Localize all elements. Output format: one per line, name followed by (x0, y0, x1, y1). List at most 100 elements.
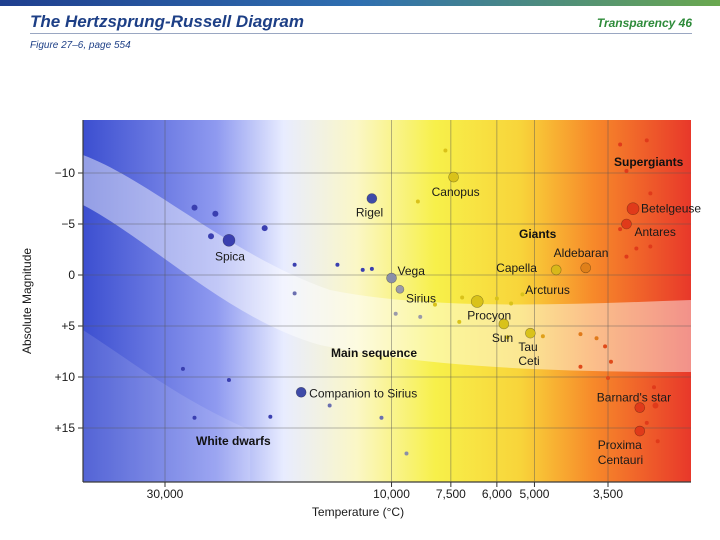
stars-layer (180, 138, 660, 456)
y-tick-label: −10 (55, 166, 76, 180)
star-point (360, 267, 365, 272)
named-star-point (498, 318, 510, 330)
spectrum-background (83, 120, 691, 482)
star-label: Rigel (356, 206, 383, 220)
header-divider (30, 33, 692, 34)
star-point (644, 138, 649, 143)
header-accent-bar (0, 0, 720, 6)
star-point (578, 364, 583, 369)
star-label: Tau (518, 340, 537, 354)
star-label: Companion to Sirius (309, 386, 417, 400)
star-point (540, 334, 545, 339)
star-point (418, 314, 423, 319)
star-label: Sun (492, 331, 513, 345)
star-label: Proxima (598, 438, 642, 452)
star-label: Sirius (406, 291, 436, 305)
named-star-point (550, 264, 562, 276)
star-point (606, 376, 610, 381)
star-label: Capella (496, 261, 537, 275)
star-point (335, 262, 340, 267)
named-star-point (634, 402, 646, 413)
named-star-point (626, 202, 640, 215)
star-label: Centauri (598, 453, 643, 467)
y-tick-label: −5 (61, 217, 75, 231)
star-point (212, 210, 219, 217)
region-label: Supergiants (614, 155, 684, 169)
star-point (443, 148, 448, 153)
named-star-point (386, 272, 397, 284)
star-point (603, 344, 608, 349)
star-point (292, 291, 297, 296)
x-tick-label: 10,000 (373, 487, 410, 501)
white-dwarf-band (83, 330, 250, 482)
y-axis-label: Absolute Magnitude (20, 248, 34, 354)
star-point (644, 420, 649, 425)
star-label: Canopus (432, 185, 480, 199)
star-label: Betelgeuse (641, 202, 701, 216)
y-axis-ticks: −10 −5 0 +5 +10 +15 (55, 166, 83, 435)
star-point (192, 415, 197, 420)
main-sequence-band (83, 155, 691, 372)
star-point (509, 301, 514, 306)
named-star-point (448, 171, 459, 183)
star-label: Arcturus (525, 283, 570, 297)
region-labels-layer: Supergiants Giants Main sequence White dwar… (196, 155, 684, 448)
x-tick-label: 3,500 (593, 487, 623, 501)
region-label: Giants (519, 227, 557, 241)
figure-reference: Figure 27–6, page 554 (30, 40, 131, 51)
named-star-point (295, 386, 307, 398)
star-label: Ceti (518, 354, 539, 368)
named-star-point (580, 262, 591, 274)
x-tick-label: 7,500 (436, 487, 466, 501)
named-star-point (621, 218, 632, 230)
star-label: Barnard's star (597, 391, 671, 405)
page-title: The Hertzsprung-Russell Diagram (30, 12, 304, 31)
star-point (226, 378, 231, 383)
star-point (618, 142, 623, 147)
star-point (608, 359, 613, 364)
star-label: Spica (215, 249, 245, 263)
named-star-point (222, 234, 236, 247)
transparency-number: Transparency 46 (596, 16, 692, 30)
star-point (578, 332, 583, 337)
named-star-point (395, 284, 405, 294)
star-point (594, 336, 599, 341)
star-point (208, 233, 215, 240)
star-point (268, 414, 273, 419)
x-axis-label: Temperature (°C) (312, 505, 404, 519)
star-point (261, 225, 268, 232)
star-label: Vega (398, 264, 426, 278)
y-tick-label: 0 (68, 268, 75, 282)
star-point (652, 385, 657, 390)
star-point (415, 199, 420, 204)
named-star-point (525, 327, 536, 339)
named-star-point (470, 295, 484, 308)
star-label: Procyon (467, 309, 511, 323)
y-tick-label: +10 (55, 370, 76, 384)
star-point (457, 319, 462, 324)
star-point (404, 451, 409, 456)
x-tick-label: 5,000 (519, 487, 549, 501)
star-point (655, 439, 660, 444)
named-star-point (366, 193, 378, 204)
star-point (379, 415, 384, 420)
star-point (180, 366, 185, 371)
region-label: Main sequence (331, 346, 417, 360)
star-point (634, 246, 639, 251)
star-point (327, 403, 332, 408)
star-point (520, 292, 525, 297)
x-axis-ticks: 30,000 10,000 7,500 6,000 5,000 3,500 (147, 482, 623, 501)
named-star-point (634, 425, 646, 437)
star-point (191, 204, 198, 211)
y-tick-label: +15 (55, 421, 76, 435)
star-point (648, 244, 653, 249)
star-point (624, 254, 629, 259)
star-point (369, 266, 374, 271)
star-point (432, 302, 437, 307)
region-label: White dwarfs (196, 434, 271, 448)
x-tick-label: 6,000 (482, 487, 512, 501)
grid-lines (82, 120, 691, 483)
star-point (652, 402, 659, 409)
star-point (393, 311, 398, 316)
